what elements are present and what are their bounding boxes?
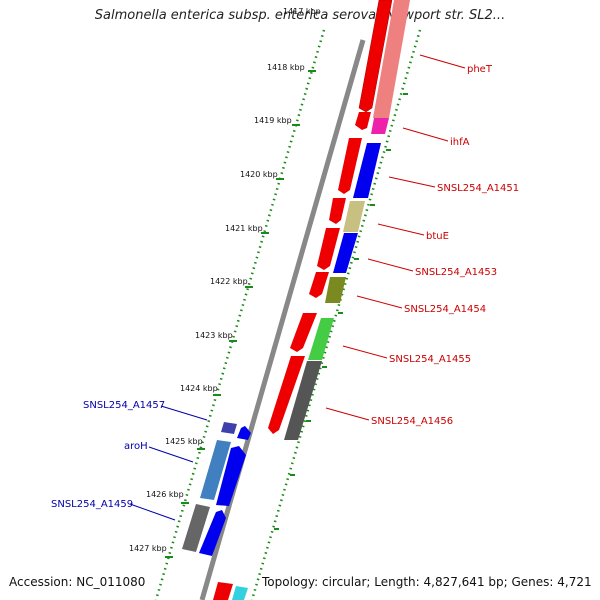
kbp-label-partial: 1417 kbp <box>283 7 321 16</box>
right-ruler-ticks <box>274 93 408 530</box>
gene-feature-pink[interactable] <box>373 0 410 118</box>
gene-feature-blue[interactable] <box>333 233 358 273</box>
gene-label-SNSL254_A1459[interactable]: SNSL254_A1459 <box>51 499 133 510</box>
gene-feature-red[interactable] <box>268 356 305 434</box>
kbp-ticks <box>165 70 316 558</box>
leader-A1456 <box>325 407 370 421</box>
gene-label-ihfA[interactable]: ihfA <box>450 137 470 148</box>
label-leaders-left <box>129 405 208 521</box>
gene-feature-darkolive[interactable] <box>325 277 346 303</box>
kbp-label: 1427 kbp <box>129 544 167 553</box>
gene-feature-red[interactable] <box>317 228 340 270</box>
gene-label-SNSL254_A1451[interactable]: SNSL254_A1451 <box>437 183 519 194</box>
kbp-label: 1426 kbp <box>146 490 184 499</box>
gene-feature-blue-small[interactable] <box>237 426 251 440</box>
gene-feature-red[interactable] <box>213 582 233 600</box>
gene-feature-gray[interactable] <box>284 361 322 440</box>
kbp-label: 1422 kbp <box>210 277 248 286</box>
leader-ihfA <box>402 127 449 142</box>
kbp-label: 1420 kbp <box>240 170 278 179</box>
gene-feature-gray[interactable] <box>182 504 210 552</box>
gene-label-pheT[interactable]: pheT <box>467 64 493 75</box>
gene-feature-cyan[interactable] <box>232 586 248 600</box>
label-leaders-right <box>325 54 466 421</box>
gene-feature-red[interactable] <box>309 272 329 298</box>
gene-label-SNSL254_A1454[interactable]: SNSL254_A1454 <box>404 304 486 315</box>
leader-aroH <box>148 446 194 463</box>
kbp-label: 1419 kbp <box>254 116 292 125</box>
gene-label-SNSL254_A1453[interactable]: SNSL254_A1453 <box>415 267 497 278</box>
gene-feature-red[interactable] <box>338 138 362 194</box>
gene-feature-red[interactable] <box>329 198 346 224</box>
gene-feature-purple[interactable] <box>221 422 237 434</box>
gene-feature-blue[interactable] <box>353 143 381 198</box>
ruler-line-left <box>154 29 326 600</box>
kbp-label: 1425 kbp <box>165 437 203 446</box>
leader-A1457 <box>160 405 208 421</box>
accession-text: Accession: NC_011080 <box>9 575 146 589</box>
gene-feature-blue[interactable] <box>199 510 226 556</box>
ruler-line-right <box>250 29 422 600</box>
leader-btuE <box>377 223 425 236</box>
kbp-label: 1421 kbp <box>225 224 263 233</box>
gene-feature-red[interactable] <box>358 0 393 113</box>
gene-feature-olive[interactable] <box>343 201 365 232</box>
gene-feature-magenta[interactable] <box>371 118 389 134</box>
leader-A1455 <box>342 345 388 359</box>
gene-feature-steelblue[interactable] <box>200 440 231 500</box>
genome-backbone <box>199 39 366 600</box>
gene-feature-green[interactable] <box>308 318 334 360</box>
gene-label-SNSL254_A1457[interactable]: SNSL254_A1457 <box>83 400 165 411</box>
gene-label-SNSL254_A1455[interactable]: SNSL254_A1455 <box>389 354 471 365</box>
gene-label-SNSL254_A1456[interactable]: SNSL254_A1456 <box>371 416 453 427</box>
leader-A1451 <box>388 176 436 188</box>
leader-pheT <box>419 54 466 69</box>
kbp-label: 1423 kbp <box>195 331 233 340</box>
kbp-label: 1418 kbp <box>267 63 305 72</box>
gene-label-btuE[interactable]: btuE <box>426 231 449 242</box>
leader-A1459 <box>129 503 176 521</box>
leader-A1453 <box>367 258 414 272</box>
kbp-label: 1424 kbp <box>180 384 218 393</box>
gene-feature-red[interactable] <box>290 313 317 352</box>
gene-feature-blue[interactable] <box>216 446 246 506</box>
gene-label-aroH[interactable]: aroH <box>124 441 148 452</box>
gene-feature-red-small[interactable] <box>355 112 371 130</box>
topology-text: Topology: circular; Length: 4,827,641 bp… <box>262 575 592 589</box>
leader-A1454 <box>356 295 403 309</box>
